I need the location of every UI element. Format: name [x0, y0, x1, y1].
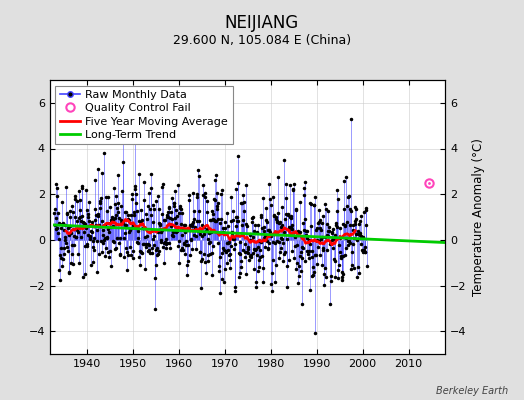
Y-axis label: Temperature Anomaly (°C): Temperature Anomaly (°C) [472, 138, 485, 296]
Legend: Raw Monthly Data, Quality Control Fail, Five Year Moving Average, Long-Term Tren: Raw Monthly Data, Quality Control Fail, … [56, 86, 233, 144]
Text: NEIJIANG: NEIJIANG [225, 14, 299, 32]
Text: Berkeley Earth: Berkeley Earth [436, 386, 508, 396]
Text: 29.600 N, 105.084 E (China): 29.600 N, 105.084 E (China) [173, 34, 351, 47]
